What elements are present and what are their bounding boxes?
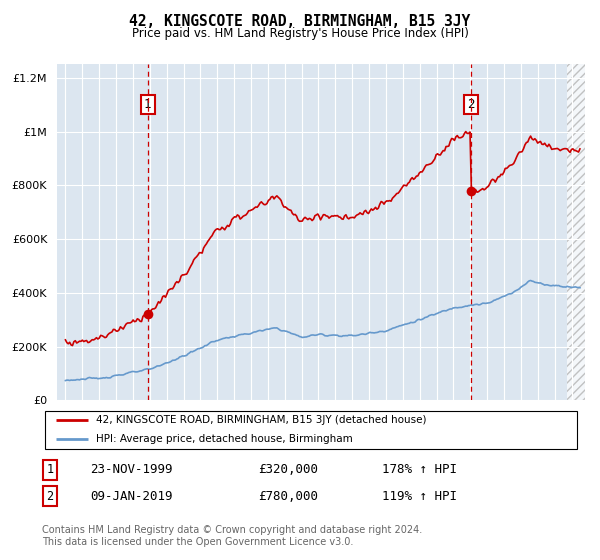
Text: 1: 1 [144, 98, 151, 111]
Text: 2: 2 [467, 98, 475, 111]
Bar [567, 64, 600, 400]
Bar [567, 64, 600, 400]
Text: 119% ↑ HPI: 119% ↑ HPI [382, 490, 457, 503]
Text: Price paid vs. HM Land Registry's House Price Index (HPI): Price paid vs. HM Land Registry's House … [131, 27, 469, 40]
Text: £780,000: £780,000 [258, 490, 318, 503]
Text: 42, KINGSCOTE ROAD, BIRMINGHAM, B15 3JY: 42, KINGSCOTE ROAD, BIRMINGHAM, B15 3JY [130, 14, 470, 29]
FancyBboxPatch shape [45, 411, 577, 449]
Text: 09-JAN-2019: 09-JAN-2019 [91, 490, 173, 503]
Text: HPI: Average price, detached house, Birmingham: HPI: Average price, detached house, Birm… [96, 435, 353, 445]
Text: 2: 2 [47, 490, 53, 503]
Text: 23-NOV-1999: 23-NOV-1999 [91, 463, 173, 476]
Text: 1: 1 [47, 463, 53, 476]
Text: Contains HM Land Registry data © Crown copyright and database right 2024.
This d: Contains HM Land Registry data © Crown c… [42, 525, 422, 547]
Text: 178% ↑ HPI: 178% ↑ HPI [382, 463, 457, 476]
Text: 42, KINGSCOTE ROAD, BIRMINGHAM, B15 3JY (detached house): 42, KINGSCOTE ROAD, BIRMINGHAM, B15 3JY … [96, 415, 427, 425]
Text: £320,000: £320,000 [258, 463, 318, 476]
